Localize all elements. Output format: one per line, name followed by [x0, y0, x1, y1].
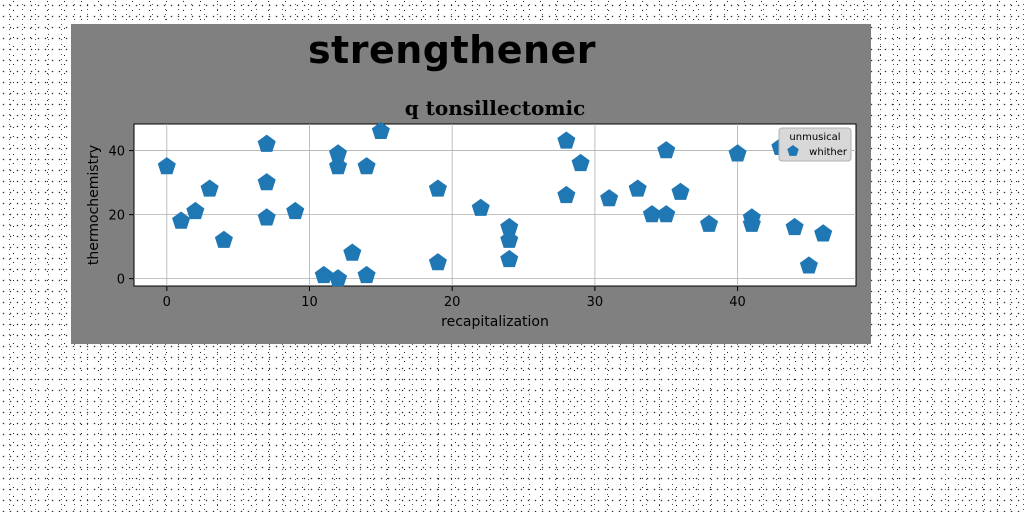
legend: unmusical whither: [779, 128, 851, 161]
y-tick-label: 0: [117, 273, 125, 288]
x-tick-label: 0: [163, 295, 171, 310]
plot-area: [134, 124, 856, 286]
legend-title: unmusical: [789, 132, 840, 143]
x-axis-label: recapitalization: [441, 314, 549, 330]
x-tick-label: 40: [729, 295, 746, 310]
x-tick-label: 30: [587, 295, 604, 310]
y-tick-label: 20: [108, 209, 125, 224]
x-tick-label: 10: [301, 295, 318, 310]
x-tick-label: 20: [444, 295, 461, 310]
y-axis-label: thermochemistry: [86, 145, 102, 265]
chart-title: q tonsillectomic: [405, 96, 586, 120]
y-tick-label: 40: [108, 145, 125, 160]
legend-series-label: whither: [809, 147, 848, 158]
